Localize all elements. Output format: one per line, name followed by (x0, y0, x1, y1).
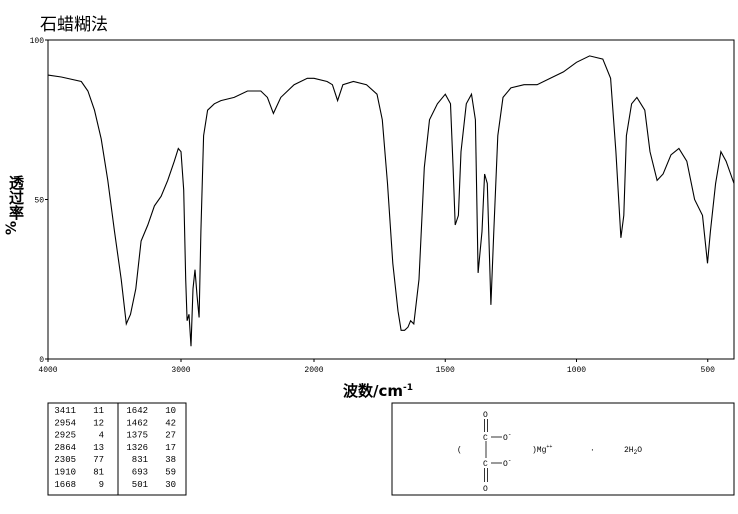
table-cell: 4 (99, 431, 104, 441)
table-cell: 27 (165, 431, 176, 441)
y-tick-label: 50 (34, 197, 44, 206)
cation: )Mg++ (532, 444, 552, 455)
table-cell: 1668 (54, 480, 76, 490)
y-tick-label: 0 (39, 356, 44, 365)
x-tick-label: 1000 (567, 366, 586, 375)
water: 2H2O (624, 446, 642, 456)
y-axis-label: 透过率 (7, 175, 25, 221)
table-cell: 38 (165, 455, 176, 465)
x-tick-label: 2000 (304, 366, 323, 375)
table-cell: 81 (93, 468, 104, 478)
dot: · (590, 446, 595, 455)
x-tick-label: 500 (701, 366, 716, 375)
table-cell: 11 (93, 406, 104, 416)
chart-title: 石蜡糊法 (40, 15, 108, 35)
x-tick-label: 1500 (436, 366, 455, 375)
table-cell: 2305 (54, 455, 76, 465)
table-cell: 1910 (54, 468, 76, 478)
atom: C (483, 434, 488, 443)
structure-frame (391, 402, 735, 496)
x-tick-label: 4000 (38, 366, 57, 375)
table-cell: 1642 (126, 406, 148, 416)
table-cell: 2954 (54, 418, 76, 428)
table-cell: 1375 (126, 431, 148, 441)
table-cell: 2864 (54, 443, 76, 453)
structure: ( O C O- C O- O )Mg++ · 2H2O (457, 411, 642, 494)
table-cell: 9 (99, 480, 104, 490)
atom: O- (503, 457, 511, 469)
table-cell: 1326 (126, 443, 148, 453)
table-cell: 2925 (54, 431, 76, 441)
table-cell: 59 (165, 468, 176, 478)
atom: C (483, 460, 488, 469)
x-axis-label: 波数/cm-1 (343, 382, 413, 400)
table-cell: 30 (165, 480, 176, 490)
atom: O (483, 411, 488, 420)
table-cell: 17 (165, 443, 176, 453)
atom: O- (503, 431, 511, 443)
x-tick-label: 3000 (171, 366, 190, 375)
table-cell: 693 (132, 468, 148, 478)
table-cell: 831 (132, 455, 148, 465)
y-tick-label: 100 (30, 37, 45, 46)
y-axis-unit: % (4, 221, 20, 235)
table-cell: 3411 (54, 406, 76, 416)
table-cell: 77 (93, 455, 104, 465)
table-cell: 501 (132, 480, 148, 490)
table-cell: 10 (165, 406, 176, 416)
peak-table: 3411 11 1642 10 2954 12 1462 42 2925 4 1375 27 2864 1… (54, 406, 176, 490)
peak-table-frame (47, 402, 187, 496)
table-cell: 42 (165, 418, 176, 428)
atom: ( (457, 446, 462, 455)
plot-frame (47, 39, 735, 360)
table-cell: 12 (93, 418, 104, 428)
atom: O (483, 485, 488, 494)
table-cell: 13 (93, 443, 104, 453)
spectrum-line (47, 55, 735, 347)
table-cell: 1462 (126, 418, 148, 428)
